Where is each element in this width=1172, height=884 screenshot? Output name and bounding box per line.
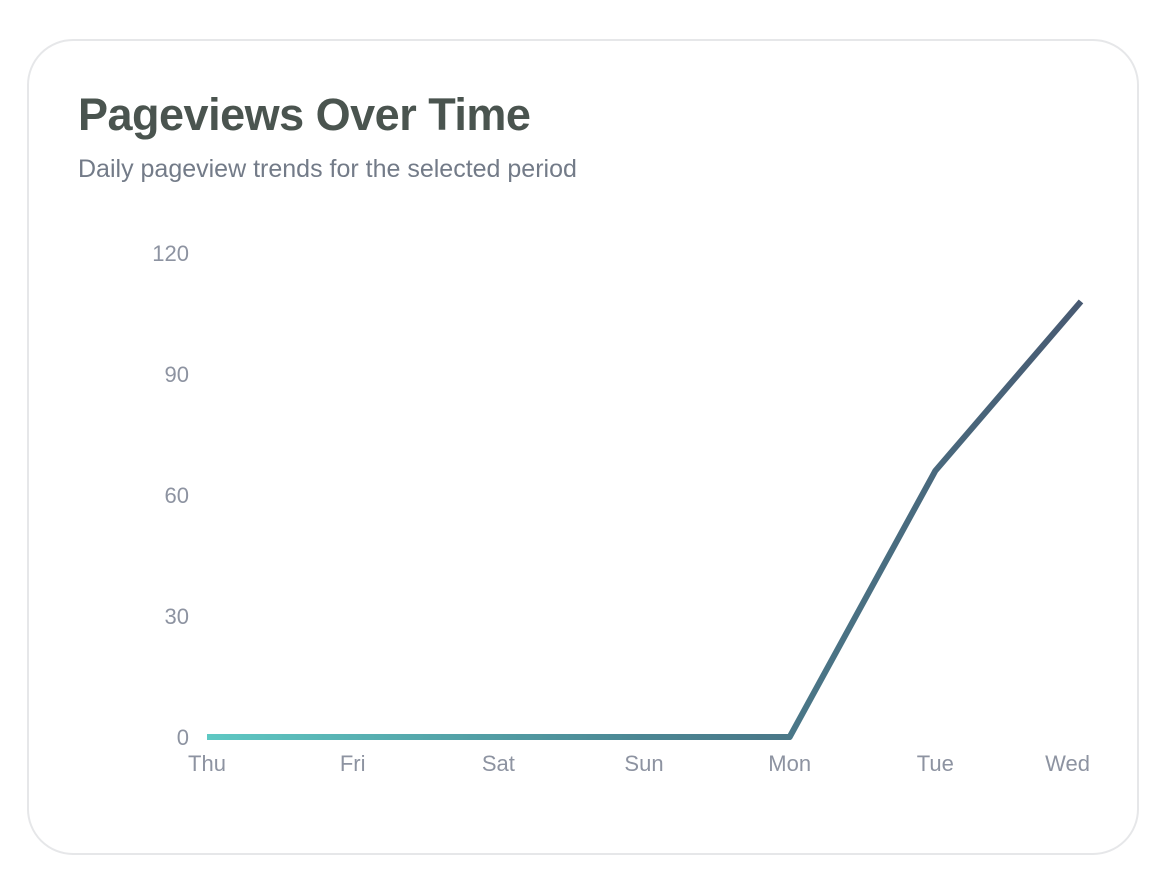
y-tick-label: 60 xyxy=(165,483,189,508)
x-tick-label: Fri xyxy=(340,751,366,776)
x-tick-label: Sun xyxy=(624,751,663,776)
y-tick-label: 120 xyxy=(152,241,189,266)
x-tick-label: Tue xyxy=(917,751,954,776)
x-tick-label: Thu xyxy=(188,751,226,776)
chart-subtitle: Daily pageview trends for the selected p… xyxy=(78,155,577,183)
x-tick-label: Wed xyxy=(1045,751,1090,776)
y-tick-label: 0 xyxy=(177,725,189,750)
y-axis: 0 30 60 90 120 xyxy=(152,241,189,750)
y-tick-label: 90 xyxy=(165,362,189,387)
series-line-pageviews xyxy=(207,299,1084,740)
x-tick-label: Sat xyxy=(482,751,515,776)
chart-title: Pageviews Over Time xyxy=(78,89,531,140)
x-tick-label: Mon xyxy=(768,751,811,776)
x-axis: Thu Fri Sat Sun Mon Tue Wed xyxy=(188,751,1090,776)
series-group xyxy=(207,299,1084,740)
y-tick-label: 30 xyxy=(165,604,189,629)
